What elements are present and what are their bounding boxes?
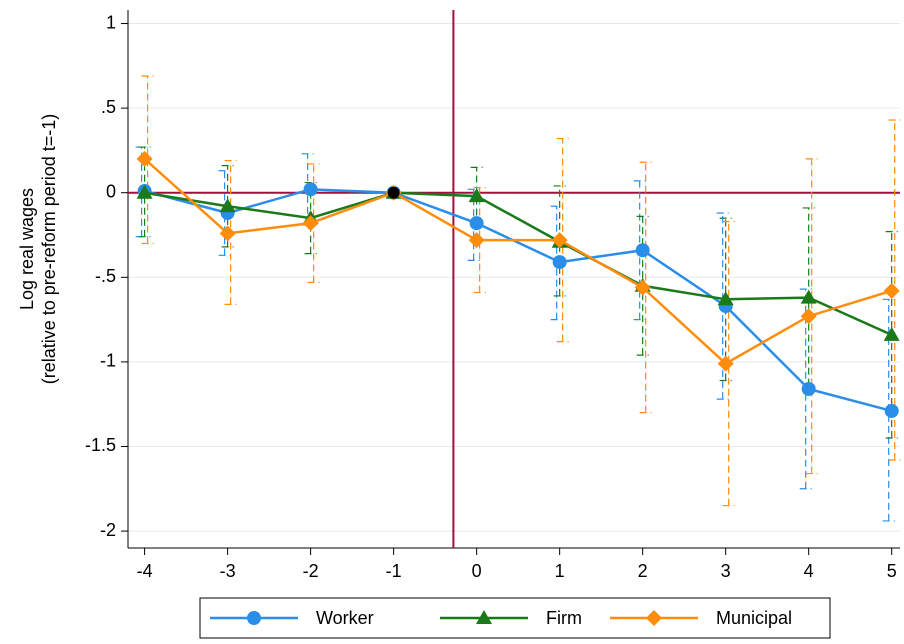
marker [800, 289, 817, 304]
y-label-line: (relative to pre-reform period t=-1) [39, 114, 59, 385]
marker [302, 215, 319, 232]
legend-label: Firm [546, 608, 582, 628]
marker [801, 381, 816, 396]
marker [646, 610, 662, 626]
x-tick-label: 5 [887, 561, 897, 581]
marker [552, 255, 567, 270]
marker [883, 282, 900, 299]
marker [476, 610, 492, 624]
marker [136, 150, 153, 167]
reference-point [387, 186, 400, 199]
marker [551, 232, 568, 249]
marker [635, 243, 650, 258]
y-tick-label: -1 [100, 351, 116, 371]
y-label-line: Log real wages [17, 188, 37, 310]
error-bar [553, 185, 566, 297]
x-tick-label: -2 [303, 561, 319, 581]
x-tick-label: 0 [472, 561, 482, 581]
marker [468, 232, 485, 249]
error-bar [722, 220, 735, 507]
marker [884, 403, 899, 418]
y-tick-label: -1.5 [85, 435, 116, 455]
x-tick-label: 3 [721, 561, 731, 581]
marker [247, 611, 261, 625]
marker [634, 279, 651, 296]
marker [303, 182, 318, 197]
error-bar [218, 170, 231, 256]
marker [219, 225, 236, 242]
x-tick-label: -4 [137, 561, 153, 581]
x-tick-label: 1 [555, 561, 565, 581]
marker [469, 216, 484, 231]
x-tick-label: 2 [638, 561, 648, 581]
y-tick-label: -2 [100, 520, 116, 540]
y-tick-label: 1 [106, 12, 116, 32]
y-axis-label: Log real wages (relative to pre-reform pe… [17, 114, 59, 385]
marker [219, 198, 236, 213]
x-tick-label: -1 [386, 561, 402, 581]
series-line [144, 188, 893, 413]
y-tick-label: .5 [101, 97, 116, 117]
legend-label: Worker [316, 608, 374, 628]
y-tick-label: -.5 [95, 266, 116, 286]
marker [717, 355, 734, 372]
marker [883, 326, 900, 341]
marker [136, 184, 153, 199]
x-tick-label: 4 [804, 561, 814, 581]
x-tick-label: -3 [220, 561, 236, 581]
series-line [143, 157, 893, 366]
y-tick-label: 0 [106, 181, 116, 201]
marker [468, 188, 485, 203]
series-line [144, 191, 893, 336]
legend-label: Municipal [716, 608, 792, 628]
marker [800, 308, 817, 325]
marker [717, 291, 734, 306]
error-bar [473, 187, 486, 294]
